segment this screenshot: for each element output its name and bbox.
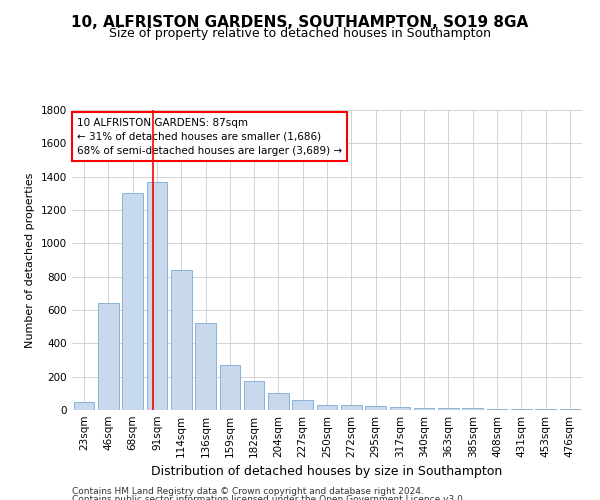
Bar	[268, 394, 289, 410]
Bar	[220, 365, 240, 410]
Bar	[244, 381, 265, 410]
Bar	[560, 409, 580, 410]
Bar	[98, 304, 119, 410]
Y-axis label: Number of detached properties: Number of detached properties	[25, 172, 35, 348]
Text: 10 ALFRISTON GARDENS: 87sqm
← 31% of detached houses are smaller (1,686)
68% of : 10 ALFRISTON GARDENS: 87sqm ← 31% of det…	[77, 118, 342, 156]
Bar	[171, 270, 191, 410]
Bar	[511, 409, 532, 410]
Text: Contains HM Land Registry data © Crown copyright and database right 2024.: Contains HM Land Registry data © Crown c…	[72, 488, 424, 496]
Bar	[389, 406, 410, 410]
Bar	[146, 182, 167, 410]
X-axis label: Distribution of detached houses by size in Southampton: Distribution of detached houses by size …	[151, 466, 503, 478]
Bar	[535, 409, 556, 410]
Bar	[365, 406, 386, 410]
Bar	[414, 408, 434, 410]
Bar	[463, 408, 483, 410]
Bar	[195, 322, 216, 410]
Text: 10, ALFRISTON GARDENS, SOUTHAMPTON, SO19 8GA: 10, ALFRISTON GARDENS, SOUTHAMPTON, SO19…	[71, 15, 529, 30]
Bar	[74, 402, 94, 410]
Bar	[341, 405, 362, 410]
Bar	[317, 405, 337, 410]
Text: Contains public sector information licensed under the Open Government Licence v3: Contains public sector information licen…	[72, 495, 466, 500]
Text: Size of property relative to detached houses in Southampton: Size of property relative to detached ho…	[109, 28, 491, 40]
Bar	[438, 408, 459, 410]
Bar	[292, 400, 313, 410]
Bar	[487, 409, 508, 410]
Bar	[122, 194, 143, 410]
